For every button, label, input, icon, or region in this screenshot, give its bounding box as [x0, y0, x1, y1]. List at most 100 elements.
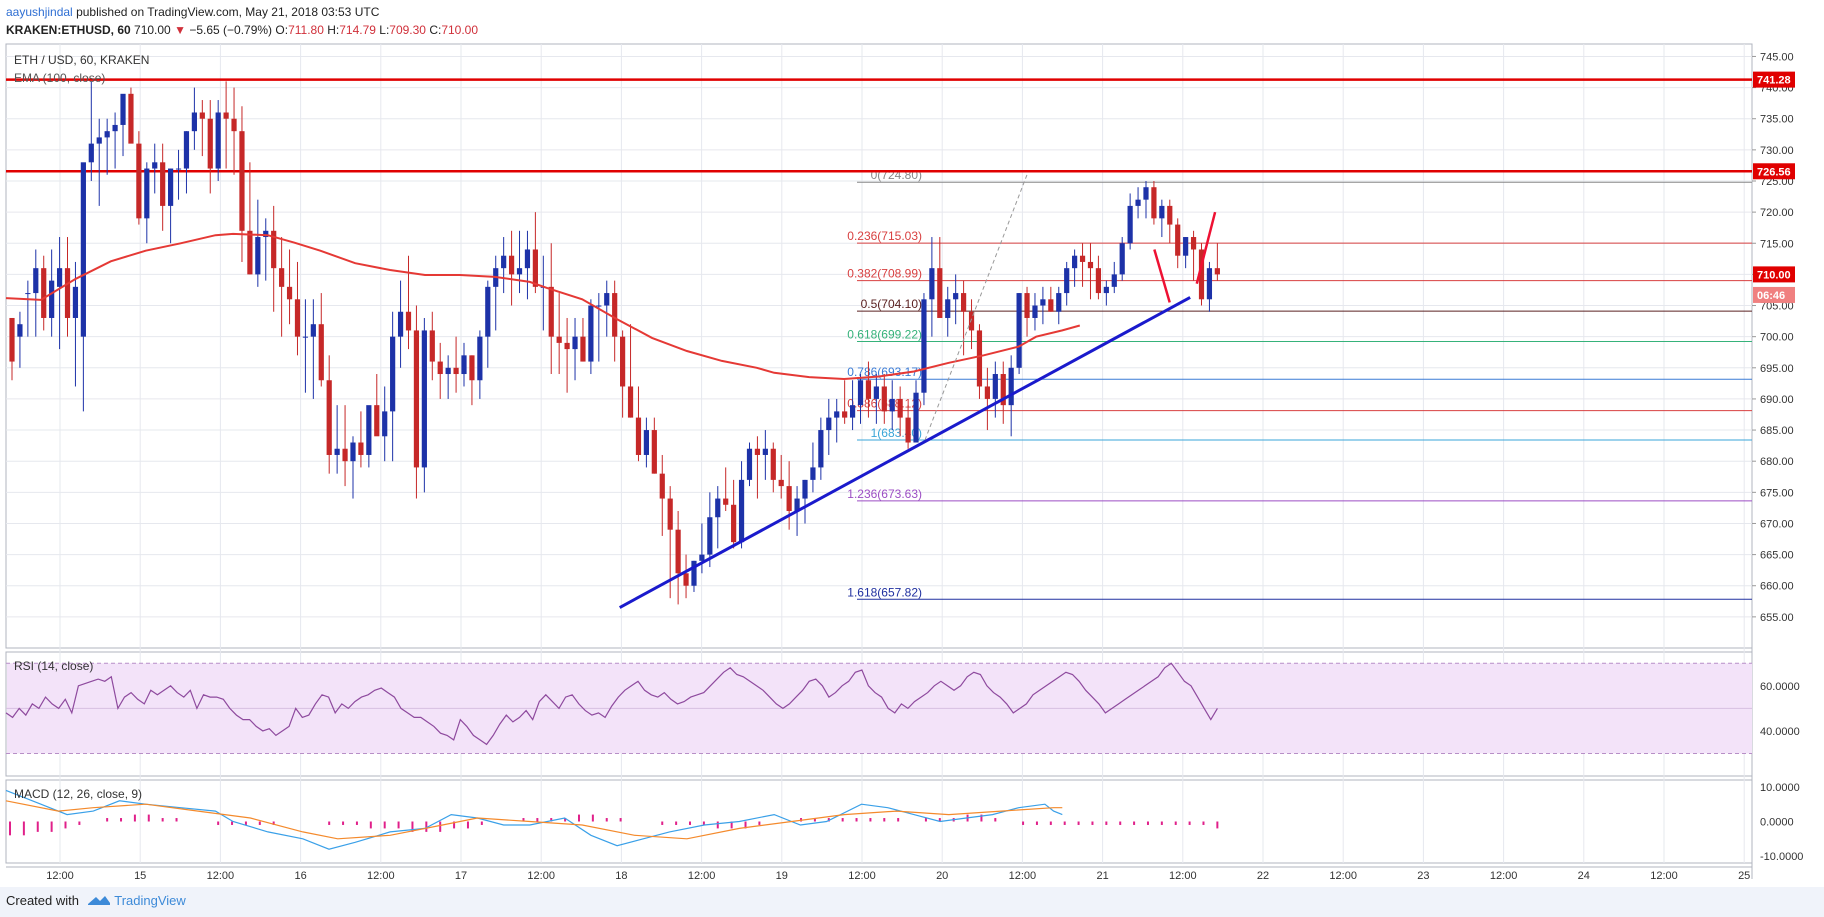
candle-body [56, 268, 63, 287]
low-value: 709.30 [389, 23, 426, 37]
high-value: 714.79 [339, 23, 376, 37]
chart-title: ETH / USD, 60, KRAKEN [14, 53, 149, 67]
candle-body [961, 293, 967, 312]
candle-body [152, 162, 158, 169]
y-tick-label: 685.00 [1760, 425, 1794, 437]
author-link[interactable]: aayushjindal [6, 5, 73, 19]
candle-body [1103, 286, 1109, 294]
candle-body [675, 529, 681, 574]
ema-indicator-label: EMA (100, close) [14, 71, 105, 85]
candle-body [905, 417, 911, 443]
candle-body [72, 286, 79, 318]
candle-body [762, 448, 768, 455]
candle-body [366, 405, 372, 455]
candle-body [786, 486, 792, 512]
candle-body [144, 168, 150, 219]
candle-body [41, 268, 47, 318]
candle-body [865, 380, 872, 399]
projection-up-line [1195, 211, 1217, 285]
header: aayushjindal published on TradingView.co… [0, 0, 1824, 44]
candle-body [350, 442, 356, 462]
published-text: published on TradingView.com, May 21, 20… [76, 5, 380, 19]
price-tag-label: 06:46 [1757, 290, 1785, 302]
rsi-line [5, 662, 1218, 746]
candle-body [64, 268, 71, 318]
resistance-price-tag [1753, 71, 1795, 88]
candle-body [120, 93, 126, 125]
fib-label: 0.618(699.22) [847, 328, 922, 342]
candle-body [1079, 255, 1086, 262]
x-tick-label: 12:00 [1650, 870, 1678, 882]
candle-body [1095, 268, 1102, 294]
candle-body [849, 405, 856, 418]
candle-body [96, 137, 102, 144]
candle-body [33, 268, 39, 294]
macd-tick-label: -10.0000 [1760, 851, 1803, 863]
candle-body [429, 330, 435, 362]
candle-body [1024, 293, 1030, 318]
down-arrow-icon: ▼ [174, 23, 186, 37]
candle-body [659, 473, 665, 499]
candle-body [572, 336, 578, 350]
candle-body [445, 367, 451, 375]
x-tick-label: 12:00 [848, 870, 876, 882]
candle-body [738, 479, 745, 543]
candle-body [1167, 205, 1173, 225]
candle-body [1016, 293, 1022, 368]
candle-body [1119, 243, 1125, 275]
candle-body [9, 317, 15, 362]
y-tick-label: 690.00 [1760, 394, 1794, 406]
candle-body [667, 498, 673, 530]
candle-body [437, 361, 443, 375]
candle-body [548, 286, 554, 337]
candle-body [699, 554, 705, 561]
x-tick-label: 24 [1578, 870, 1590, 882]
candle-body [310, 324, 316, 337]
x-tick-label: 12:00 [1490, 870, 1518, 882]
candle-body [223, 112, 229, 119]
candle-body [889, 398, 895, 412]
x-tick-label: 15 [134, 870, 146, 882]
fib-label: 0.236(715.03) [847, 229, 922, 243]
resistance-price-tag [1753, 163, 1795, 180]
candle-body [897, 398, 903, 418]
candle-body [516, 268, 523, 275]
candle-body [945, 299, 951, 318]
candle-body [1206, 268, 1213, 300]
candle-body [992, 374, 998, 399]
candle-body [731, 504, 737, 543]
price-tag-label: 710.00 [1757, 269, 1791, 281]
x-tick-label: 20 [936, 870, 948, 882]
footer: Created with TradingView [6, 893, 186, 908]
candle-body [953, 293, 959, 300]
tradingview-logo-icon [87, 896, 110, 905]
x-tick-label: 16 [294, 870, 306, 882]
candle-body [532, 249, 538, 287]
rsi-title: RSI (14, close) [14, 659, 93, 673]
candle-body [1159, 205, 1165, 219]
candle-body [1127, 205, 1133, 244]
candle-body [199, 112, 205, 119]
candle-body [421, 330, 427, 468]
candle-body [80, 162, 86, 337]
candle-body [627, 386, 634, 418]
price-tag [1753, 266, 1795, 283]
price-tag [1753, 286, 1795, 303]
candle-body [976, 330, 983, 387]
ema-line [5, 232, 1081, 381]
symbol-info: KRAKEN:ETHUSD, 60 710.00 ▼ −5.65 (−0.79%… [6, 23, 478, 37]
candle-body [842, 411, 848, 418]
candle-body [183, 131, 190, 169]
y-tick-label: 745.00 [1760, 51, 1794, 63]
fib-connector-line [924, 174, 1028, 441]
candle-body [485, 286, 491, 337]
candle-body [1198, 249, 1205, 300]
candle-body [215, 112, 221, 169]
close-label: C: [429, 23, 442, 37]
y-tick-label: 680.00 [1760, 456, 1794, 468]
candle-body [683, 573, 689, 586]
candle-body [794, 498, 800, 512]
candle-body [604, 293, 610, 306]
tradingview-link[interactable]: TradingView [114, 893, 186, 908]
